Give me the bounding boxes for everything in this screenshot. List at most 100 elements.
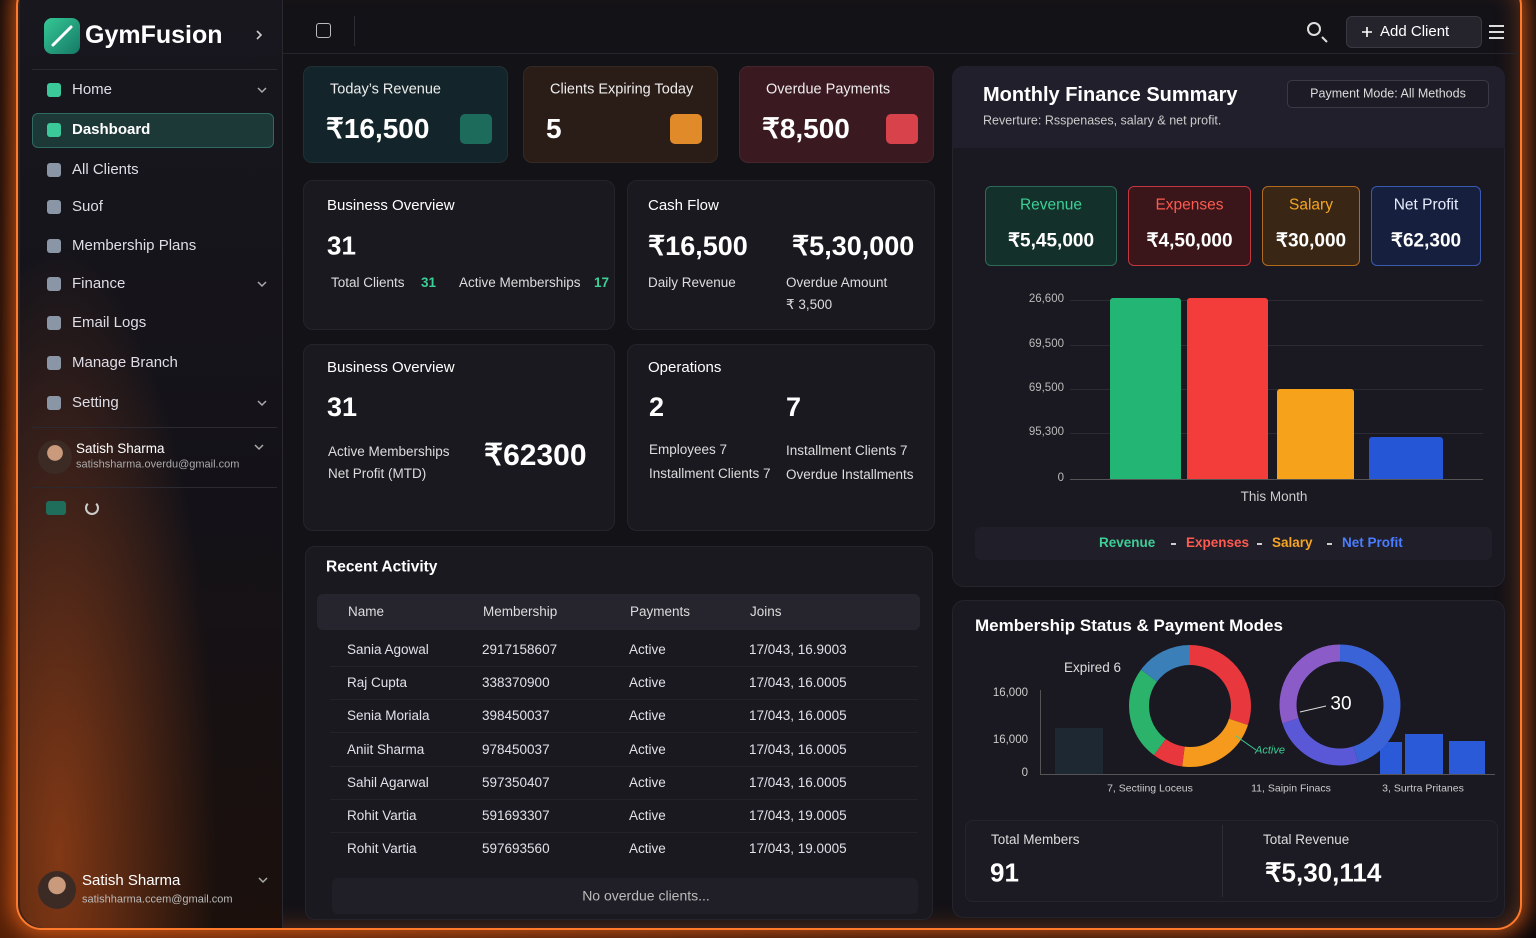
table-cell: 17/043, 16.0005: [749, 774, 847, 790]
user-avatar: [38, 440, 72, 474]
finance-card-label: Revenue: [1019, 196, 1083, 214]
card-amount: ₹62300: [484, 439, 587, 472]
table-cell: Active: [629, 741, 666, 757]
card: [303, 344, 615, 531]
cash-label: Overdue Amount: [786, 274, 888, 290]
cash-label: Daily Revenue: [648, 274, 736, 290]
stat-label: Active Memberships: [459, 274, 581, 290]
totals-divider: [1222, 825, 1223, 897]
nav-item[interactable]: Email Logs: [72, 314, 147, 331]
table-cell: 17/043, 16.9003: [749, 641, 847, 657]
table-cell: 2917158607: [482, 641, 558, 657]
annotation: Active: [1255, 744, 1285, 757]
axis-label: 0: [1057, 472, 1064, 485]
finance-card: [1128, 186, 1251, 266]
table-cell: 17/043, 16.0005: [749, 708, 847, 724]
brand-logo: [44, 18, 80, 54]
stat-value: 17: [594, 274, 610, 290]
ops-line: Overdue Installments: [786, 466, 914, 482]
grid-line: [1070, 300, 1483, 301]
card-line: Net Profit (MTD): [328, 465, 427, 481]
finance-card-value: ₹62,300: [1390, 230, 1462, 252]
menu-icon-line[interactable]: [1489, 31, 1504, 33]
sidebar-divider: [32, 427, 277, 428]
finance-card: [985, 186, 1117, 266]
table-cell: 17/043, 16.0005: [749, 675, 847, 691]
table-cell: Aniit Sharma: [347, 741, 425, 757]
table-cell: 398450037: [482, 708, 550, 724]
finance-card-value: ₹4,50,000: [1146, 230, 1233, 252]
stat-value: 31: [421, 274, 437, 290]
empty-banner: [332, 878, 918, 914]
card-value: 31: [327, 230, 356, 261]
table-cell: 597693560: [482, 841, 550, 857]
cash-note: ₹ 3,500: [786, 296, 833, 312]
card-line: Active Memberships: [328, 443, 450, 459]
nav-item[interactable]: Suof: [72, 198, 103, 215]
card: [627, 180, 935, 330]
ops-line: Installment Clients 7: [649, 465, 771, 481]
total-label: Total Members: [991, 831, 1080, 847]
axis-label: 69,500: [1028, 338, 1064, 351]
menu-icon-line[interactable]: [1489, 37, 1504, 39]
column-header: Joins: [750, 603, 782, 619]
table-cell: 591693307: [482, 807, 550, 823]
mode-bar: [1380, 742, 1402, 774]
panel-toggle[interactable]: [316, 23, 331, 38]
add-client-label[interactable]: Add Client: [1380, 23, 1450, 40]
legend-item: Revenue: [1099, 534, 1156, 550]
legend-item: Net Profit: [1342, 534, 1403, 550]
brand-name: GymFusion: [85, 21, 223, 49]
table-cell: 978450037: [482, 741, 550, 757]
menu-icon-line[interactable]: [1489, 25, 1504, 27]
nav-item[interactable]: All Clients: [72, 161, 139, 178]
mode-badge[interactable]: [1287, 80, 1489, 108]
finance-bar: [1187, 298, 1268, 479]
card-title: Business Overview: [327, 197, 455, 214]
table-cell: Raj Cupta: [347, 675, 408, 691]
total-label: Total Revenue: [1263, 831, 1350, 847]
legend-item: Salary: [1272, 534, 1313, 550]
table-cell: 338370900: [482, 675, 550, 691]
axis-label: 26,600: [1028, 293, 1064, 306]
user-name: Satish Sharma: [76, 440, 165, 456]
app-icon[interactable]: [46, 501, 66, 515]
x-axis-label: 11, Saipin Finacs: [1251, 782, 1331, 795]
mode-bar: [1055, 728, 1103, 774]
column-header: Membership: [483, 603, 558, 619]
table-cell: Active: [629, 774, 666, 790]
table-cell: 17/043, 19.0005: [749, 807, 847, 823]
sidebar-divider: [32, 69, 277, 70]
total-value: ₹5,30,114: [1265, 857, 1382, 888]
user-email: satishsharma.overdu@gmail.com: [76, 458, 240, 471]
mode-badge-label[interactable]: Payment Mode: All Methods: [1310, 86, 1466, 101]
row-divider: [330, 732, 918, 734]
grid-line: [1070, 479, 1483, 480]
stat-label: Overdue Payments: [766, 81, 891, 98]
nav-item[interactable]: Finance: [72, 275, 126, 292]
nav-item[interactable]: Home: [72, 81, 113, 98]
stat-value: ₹16,500: [326, 113, 430, 145]
table-header: [317, 594, 920, 630]
nav-icon: [47, 396, 61, 410]
axis-label: 0: [1021, 767, 1028, 780]
ops-line: Employees 7: [649, 441, 728, 457]
nav-icon: [47, 356, 61, 370]
nav-item[interactable]: Membership Plans: [72, 237, 197, 254]
table-cell: Active: [629, 641, 666, 657]
nav-item[interactable]: Dashboard: [72, 121, 151, 138]
finance-card-value: ₹30,000: [1275, 230, 1347, 252]
nav-item[interactable]: Manage Branch: [72, 354, 178, 371]
ops-value: 7: [786, 391, 802, 422]
annotation: 30: [1330, 693, 1352, 715]
table-cell: Rohit Vartia: [347, 841, 417, 857]
search-icon[interactable]: [1307, 22, 1321, 36]
nav-icon: [47, 200, 61, 214]
table-cell: Sania Agowal: [347, 641, 429, 657]
nav-item[interactable]: Setting: [72, 394, 119, 411]
refresh-icon[interactable]: [85, 501, 99, 515]
x-axis-label: This Month: [1240, 488, 1308, 504]
empty-message: No overdue clients...: [582, 887, 710, 904]
section-title: Recent Activity: [326, 558, 438, 576]
